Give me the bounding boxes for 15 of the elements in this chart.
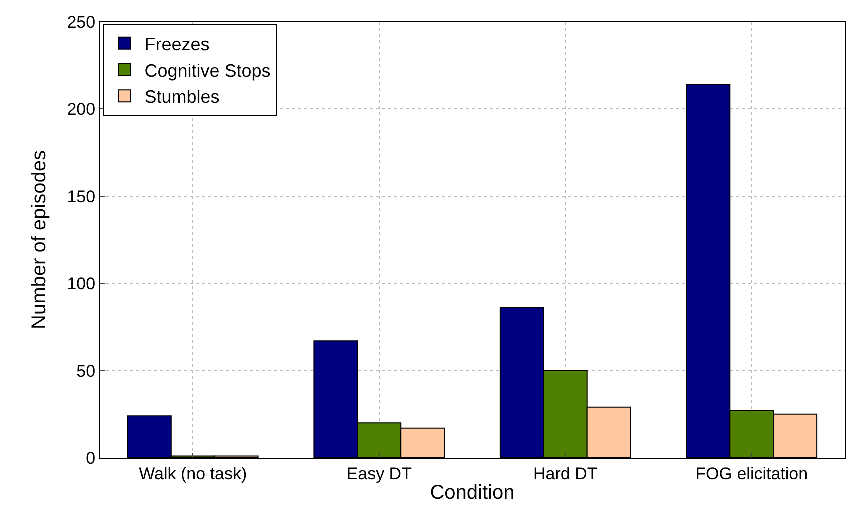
y-tick-label: 250: [67, 12, 96, 32]
x-tick-label: Hard DT: [534, 464, 598, 484]
y-tick-label: 50: [76, 362, 96, 381]
y-axis-title: Number of episodes: [28, 150, 51, 330]
legend-label: Cognitive Stops: [144, 60, 271, 81]
y-tick-label: 0: [86, 448, 96, 468]
legend-label: Stumbles: [144, 87, 220, 108]
legend-label: Freezes: [144, 34, 210, 54]
y-tick-label: 200: [67, 100, 96, 120]
x-tick-label: Walk (no task): [139, 464, 248, 484]
x-tick-label: Easy DT: [346, 464, 412, 484]
x-tick-label: FOG elicitation: [696, 464, 808, 484]
y-tick-label: 150: [67, 187, 96, 206]
x-axis-title: Condition: [430, 482, 515, 504]
y-tick-label: 100: [67, 274, 96, 294]
